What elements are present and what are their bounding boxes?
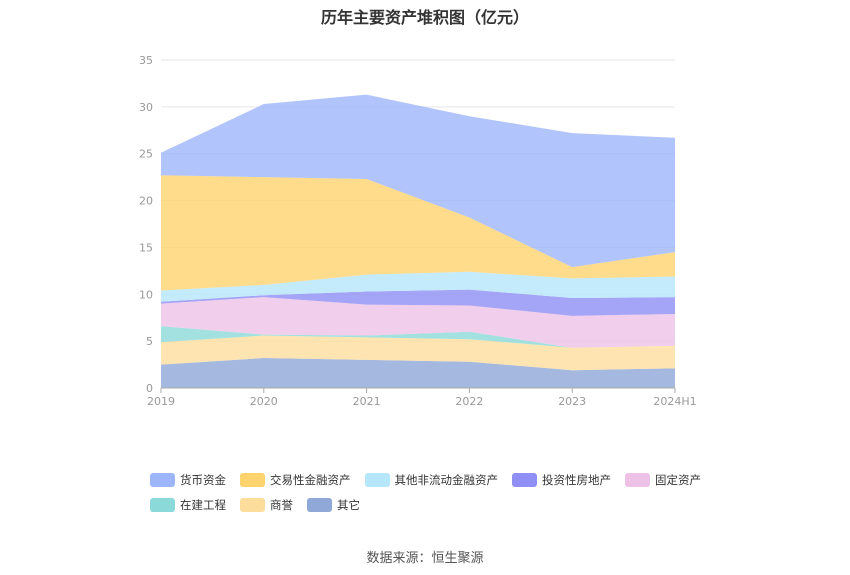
axes: 0 5 10 15 20 25 30 35 2019 2020 2021 2022 2023 2024H1	[139, 54, 697, 408]
area-series	[161, 94, 675, 388]
legend-item[interactable]: 其它	[307, 497, 360, 513]
legend-item[interactable]: 商誉	[240, 497, 293, 513]
legend-swatch	[150, 498, 175, 512]
legend-label: 交易性金融资产	[270, 473, 351, 487]
area-series-6	[161, 175, 675, 291]
chart-title: 历年主要资产堆积图（亿元）	[320, 8, 529, 27]
y-tick-label: 35	[139, 54, 153, 67]
legend: 货币资金 交易性金融资产 其他非流动金融资产 投资性房地产 固定资产在建工程 商誉 其它	[150, 472, 720, 513]
legend-item[interactable]: 固定资产	[625, 472, 701, 488]
y-tick-label: 20	[139, 195, 153, 208]
area-series-1	[161, 335, 675, 371]
legend-item[interactable]: 投资性房地产	[512, 472, 611, 488]
legend-item[interactable]: 在建工程	[150, 497, 226, 513]
y-tick-label: 5	[146, 335, 153, 348]
y-tick-label: 0	[146, 382, 153, 395]
x-tick-label: 2019	[147, 395, 175, 408]
area-series-7	[161, 94, 675, 268]
legend-item[interactable]: 货币资金	[150, 472, 226, 488]
legend-label: 商誉	[270, 498, 293, 512]
x-tick-label: 2021	[353, 395, 381, 408]
legend-item[interactable]: 交易性金融资产	[240, 472, 351, 488]
legend-label: 其它	[337, 498, 360, 512]
area-series-3	[161, 297, 675, 348]
legend-swatch	[364, 473, 390, 487]
x-tick-label: 2022	[455, 395, 483, 408]
legend-label: 其他非流动金融资产	[394, 473, 499, 487]
legend-swatch	[512, 473, 537, 487]
source-note: 数据来源：恒生聚源	[366, 551, 484, 566]
y-tick-label: 25	[139, 148, 153, 161]
area-series-4	[161, 289, 675, 316]
legend-label: 固定资产	[655, 473, 701, 487]
y-tick-label: 10	[139, 288, 153, 301]
x-tick-label: 2024H1	[653, 395, 696, 408]
legend-item[interactable]: 其他非流动金融资产	[364, 472, 499, 488]
legend-swatch	[150, 473, 175, 487]
legend-swatch	[307, 498, 332, 512]
legend-swatch	[625, 473, 650, 487]
legend-label: 货币资金	[180, 473, 226, 487]
legend-swatch	[240, 498, 265, 512]
legend-label: 投资性房地产	[542, 473, 611, 487]
x-tick-label: 2020	[250, 395, 278, 408]
area-series-5	[161, 271, 675, 302]
area-series-2	[161, 326, 675, 348]
legend-label: 在建工程	[180, 498, 226, 512]
area-series-0	[161, 358, 675, 388]
x-tick-label: 2023	[558, 395, 586, 408]
y-tick-label: 30	[139, 101, 153, 114]
legend-swatch	[240, 473, 265, 487]
stacked-area-chart: 0 5 10 15 20 25 30 35 2019 2020 2021 2022 2023 2024H1	[139, 54, 697, 408]
y-tick-label: 15	[139, 241, 153, 254]
